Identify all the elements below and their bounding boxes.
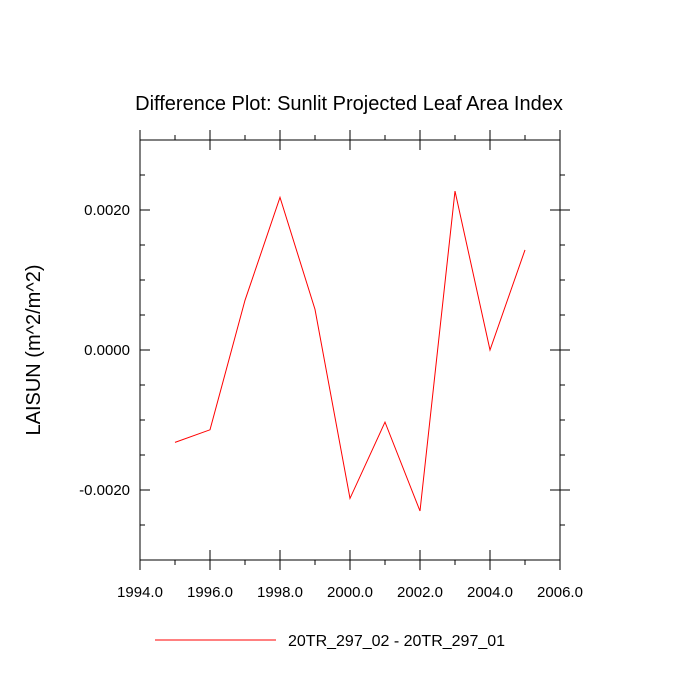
legend-label: 20TR_297_02 - 20TR_297_01 xyxy=(288,633,505,650)
x-tick-label: 2006.0 xyxy=(537,584,583,601)
x-tick-label: 2000.0 xyxy=(327,584,373,601)
chart-title: Difference Plot: Sunlit Projected Leaf A… xyxy=(135,93,563,115)
y-axis-label: LAISUN (m^2/m^2) xyxy=(23,264,45,435)
legend: 20TR_297_02 - 20TR_297_01 xyxy=(155,633,505,650)
plot-area: 1994.0 1996.0 1998.0 2000.0 2002.0 2004.0 2006… xyxy=(79,130,583,601)
x-tick-label: 1994.0 xyxy=(117,584,163,601)
series-line xyxy=(174,190,526,512)
y-tick-label: 0.0020 xyxy=(84,202,130,219)
y-tick-label: -0.0020 xyxy=(79,482,130,499)
x-tick-label: 2004.0 xyxy=(467,584,513,601)
x-tick-label: 1996.0 xyxy=(187,584,233,601)
y-tick-label: 0.0000 xyxy=(84,342,130,359)
x-tick-label: 1998.0 xyxy=(257,584,303,601)
x-tick-label: 2002.0 xyxy=(397,584,443,601)
